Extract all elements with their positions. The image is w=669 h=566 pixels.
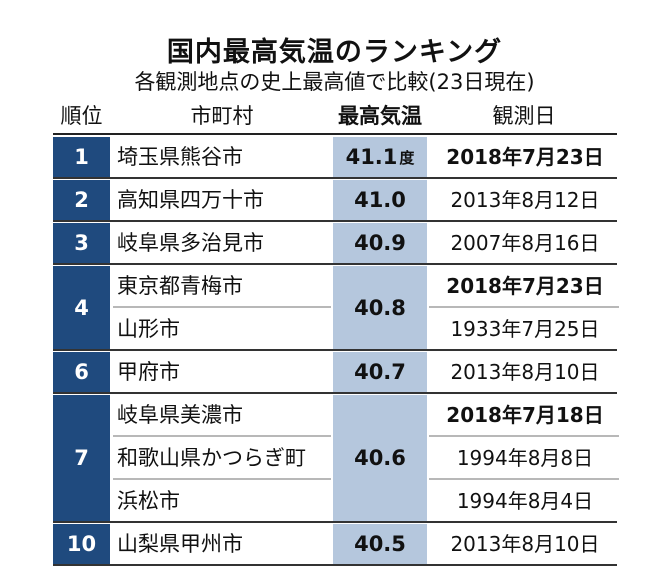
observation-date: 2013年8月12日 xyxy=(450,188,600,212)
temp-unit: 度 xyxy=(399,148,415,167)
temp-number: 40.9 xyxy=(354,231,406,255)
sub-row-divider xyxy=(429,306,619,308)
observation-date: 1994年8月4日 xyxy=(456,489,594,513)
sub-row-divider xyxy=(429,478,619,480)
header-date: 観測日 xyxy=(492,104,556,128)
rank-cell: 6 xyxy=(53,352,110,392)
row-divider xyxy=(53,349,617,351)
temp-cell-bg xyxy=(333,266,427,349)
row-divider xyxy=(53,177,617,179)
observation-date: 2013年8月10日 xyxy=(450,360,600,384)
city-name: 東京都青梅市 xyxy=(117,274,243,298)
table-title: 国内最高気温のランキング xyxy=(166,37,503,68)
max-temp-value: 40.7 xyxy=(333,352,427,392)
city-name: 高知県四万十市 xyxy=(117,188,264,212)
city-name: 岐阜県美濃市 xyxy=(117,403,243,427)
row-divider xyxy=(53,392,617,394)
header-temp: 最高気温 xyxy=(338,104,422,128)
temp-number: 40.6 xyxy=(354,446,406,470)
observation-date: 1994年8月8日 xyxy=(456,446,594,470)
row-divider xyxy=(53,521,617,523)
temp-number: 40.5 xyxy=(354,532,406,556)
city-name: 山梨県甲州市 xyxy=(117,532,243,556)
sub-row-divider xyxy=(113,478,331,480)
rank-cell: 7 xyxy=(53,395,110,521)
temp-number: 41.0 xyxy=(354,188,406,212)
temp-cell-bg xyxy=(333,524,427,564)
sub-row-divider xyxy=(113,435,331,437)
table-subtitle: 各観測地点の史上最高値で比較(23日現在) xyxy=(134,70,535,94)
rank-cell: 4 xyxy=(53,266,110,349)
city-name: 岐阜県多治見市 xyxy=(117,231,264,255)
city-name: 和歌山県かつらぎ町 xyxy=(117,446,306,470)
observation-date: 2013年8月10日 xyxy=(450,532,600,556)
rank-cell: 10 xyxy=(53,524,110,564)
max-temp-value: 41.1 度 xyxy=(333,137,427,177)
header-divider xyxy=(53,133,617,135)
temp-number: 40.7 xyxy=(354,360,406,384)
city-name: 浜松市 xyxy=(117,489,180,513)
observation-date: 2018年7月18日 xyxy=(446,403,604,427)
header-city: 市町村 xyxy=(190,104,254,128)
observation-date: 1933年7月25日 xyxy=(450,317,600,341)
temp-cell-bg xyxy=(333,352,427,392)
temp-number: 41.1 xyxy=(345,145,398,169)
observation-date: 2018年7月23日 xyxy=(446,145,604,169)
observation-date: 2007年8月16日 xyxy=(450,231,600,255)
rank-cell: 1 xyxy=(53,137,110,177)
temp-cell-bg xyxy=(333,180,427,220)
temp-cell-bg xyxy=(333,395,427,521)
header-rank: 順位 xyxy=(60,104,103,128)
sub-row-divider xyxy=(113,306,331,308)
max-temp-value: 40.8 xyxy=(333,266,427,349)
city-name: 埼玉県熊谷市 xyxy=(117,145,243,169)
temp-cell-bg xyxy=(333,137,427,177)
max-temp-value: 40.5 xyxy=(333,524,427,564)
city-name: 甲府市 xyxy=(117,360,180,384)
temp-number: 40.8 xyxy=(354,295,406,320)
rank-cell: 3 xyxy=(53,223,110,263)
observation-date: 2018年7月23日 xyxy=(446,274,604,298)
max-temp-value: 41.0 xyxy=(333,180,427,220)
sub-row-divider xyxy=(429,435,619,437)
max-temp-value: 40.6 xyxy=(333,395,427,521)
temp-cell-bg xyxy=(333,223,427,263)
city-name: 山形市 xyxy=(117,317,180,341)
row-divider xyxy=(53,220,617,222)
max-temp-value: 40.9 xyxy=(333,223,427,263)
rank-cell: 2 xyxy=(53,180,110,220)
row-divider xyxy=(53,263,617,265)
